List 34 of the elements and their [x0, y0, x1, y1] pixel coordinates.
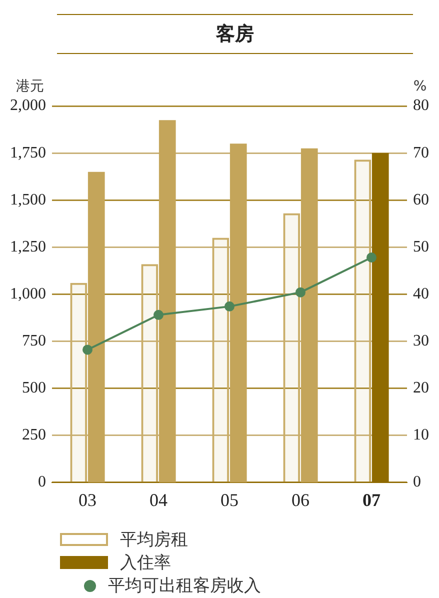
y2-tick-label: 80: [413, 97, 429, 114]
y2-tick-label: 0: [413, 474, 421, 491]
point: [296, 287, 306, 298]
y2-tick-label: 40: [413, 285, 429, 302]
chart-title: 客房: [57, 14, 413, 54]
y2-axis-title: %: [413, 78, 427, 95]
y-tick-label: 250: [22, 426, 46, 444]
point: [366, 252, 376, 262]
point: [82, 344, 92, 355]
x-tick-label: 03: [78, 490, 96, 510]
y-tick-label: 1,000: [10, 285, 46, 302]
y-axis-title: 港元: [16, 78, 44, 95]
x-tick-label: 07: [362, 490, 380, 510]
legend-label: 平均可出租客房收入: [108, 575, 261, 597]
y2-tick-label: 70: [413, 144, 429, 162]
x-tick-label: 04: [150, 490, 168, 510]
y-tick-label: 2,000: [10, 97, 46, 114]
y2-tick-label: 30: [413, 332, 429, 350]
y-tick-label: 0: [38, 474, 46, 491]
legend-label: 入住率: [120, 552, 171, 574]
y-tick-label: 1,500: [10, 191, 46, 208]
point: [154, 310, 164, 320]
point: [224, 301, 234, 312]
y-tick-label: 500: [22, 380, 46, 397]
x-tick-label: 05: [220, 490, 238, 510]
y2-tick-label: 10: [413, 426, 429, 444]
y2-tick-label: 60: [413, 191, 429, 208]
x-tick-label: 06: [292, 490, 310, 510]
legend-label: 平均房租: [120, 529, 188, 551]
y-tick-label: 1,750: [10, 144, 46, 162]
y-tick-label: 750: [22, 332, 46, 350]
y2-tick-label: 20: [413, 380, 429, 397]
y-tick-label: 1,250: [10, 238, 46, 256]
y2-tick-label: 50: [413, 238, 429, 256]
